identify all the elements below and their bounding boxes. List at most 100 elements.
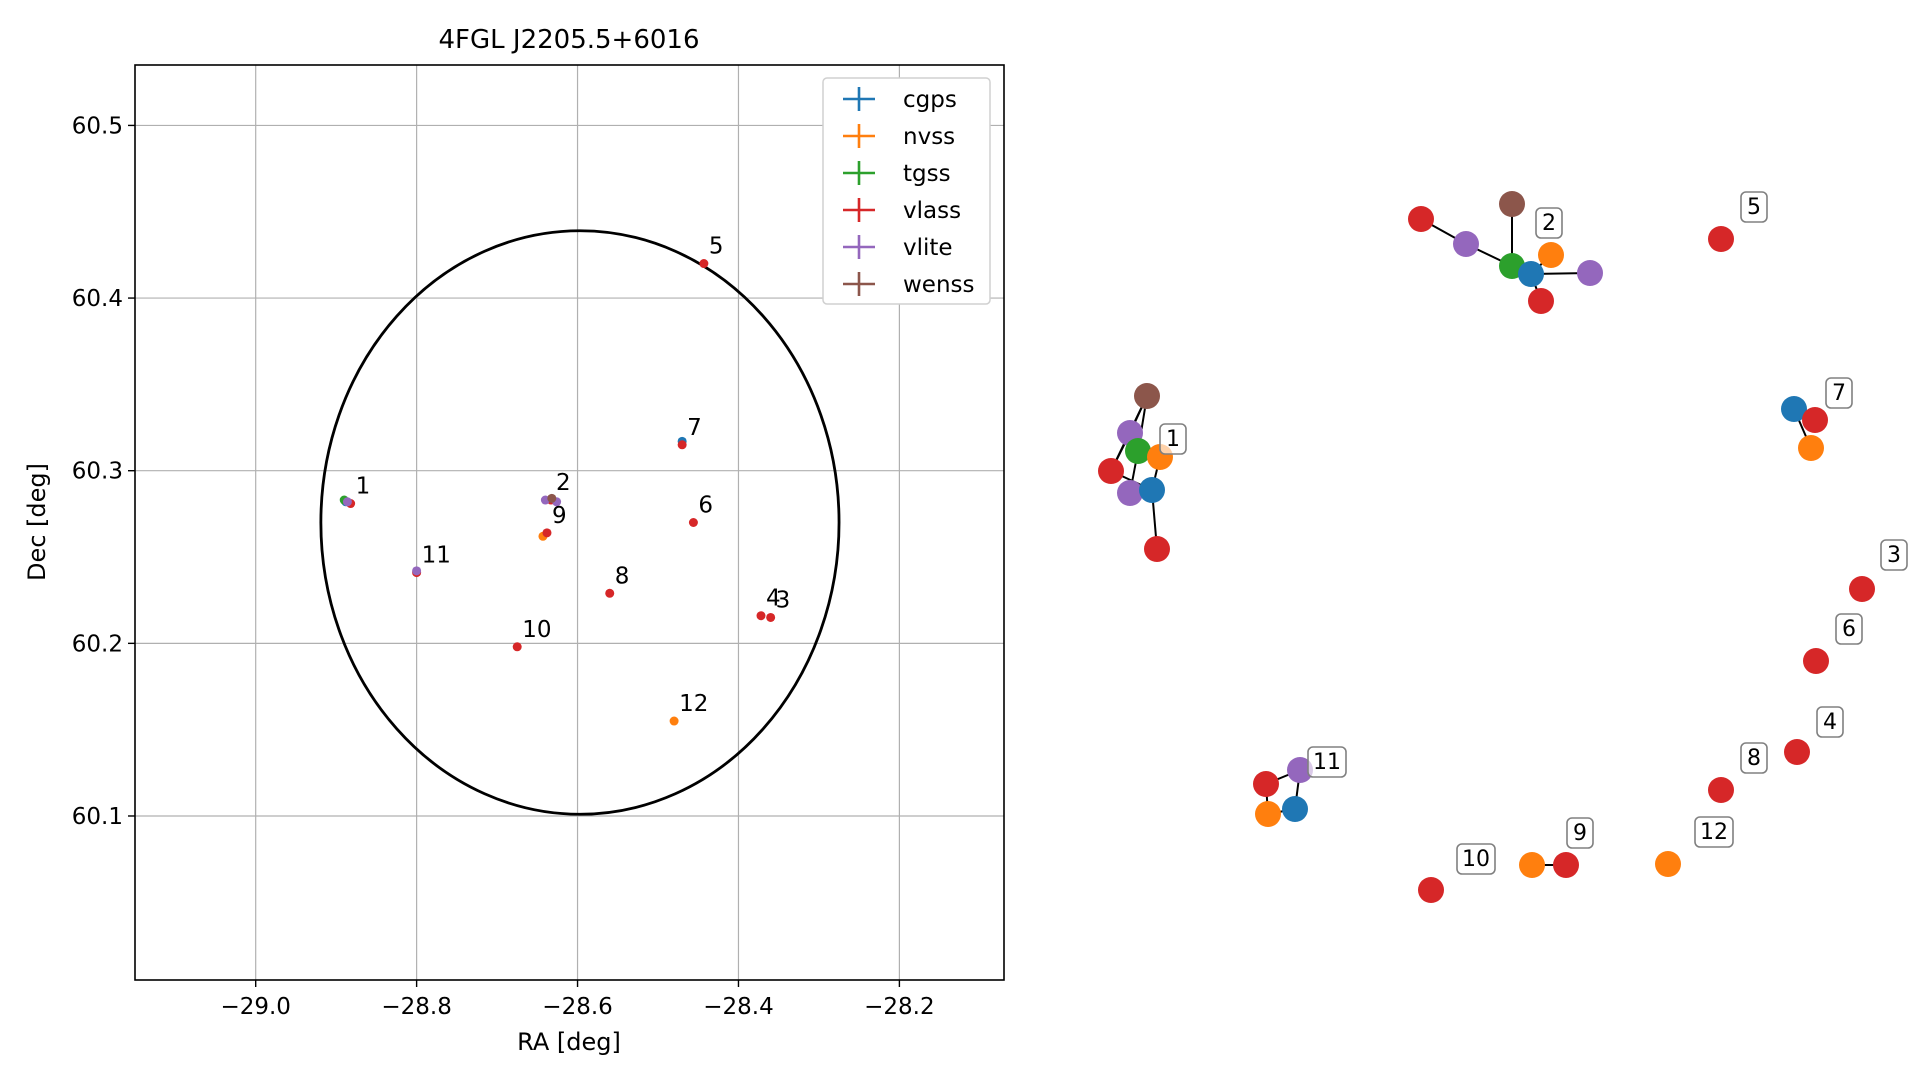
source-label: 8 (615, 563, 630, 589)
point-vlass (677, 440, 687, 450)
point-vlass (756, 611, 766, 621)
y-tick-label: 60.5 (72, 113, 123, 139)
source-label: 1 (356, 474, 371, 500)
node-cgps (1282, 796, 1308, 822)
source-label: 9 (552, 503, 567, 529)
node-label: 1 (1166, 427, 1180, 452)
node-cgps (1781, 396, 1807, 422)
y-axis-ticks: 60.1 60.2 60.3 60.4 60.5 (72, 113, 135, 830)
node-vlass (1553, 852, 1579, 878)
node-label: 4 (1823, 710, 1837, 735)
y-tick-label: 60.1 (72, 804, 123, 830)
y-tick-label: 60.2 (72, 631, 123, 657)
point-vlite (342, 497, 352, 507)
node-wenss (1499, 191, 1525, 217)
node-nvss (1519, 852, 1545, 878)
node-label: 8 (1747, 746, 1761, 771)
plot-frame (134, 64, 1005, 981)
x-axis-ticks: −29.0 −28.8 −28.6 −28.4 −28.2 (220, 980, 935, 1020)
node-label-box (1740, 191, 1768, 223)
node-label-box (1825, 377, 1853, 409)
node-label-box (1307, 746, 1347, 778)
source-label: 12 (679, 691, 708, 717)
node-label-box (1159, 423, 1187, 455)
point-vlass (542, 528, 552, 538)
legend-label: cgps (903, 87, 957, 113)
point-vlass (688, 518, 698, 527)
node-label-box (1816, 706, 1844, 738)
node-label: 2 (1542, 211, 1556, 236)
node-vlass (1802, 407, 1828, 433)
node-nvss (1538, 242, 1564, 268)
y-tick-label: 60.4 (72, 286, 123, 312)
node-vlass (1708, 226, 1734, 252)
x-tick-label: −29.0 (220, 994, 290, 1020)
node-vlass (1408, 206, 1434, 232)
legend-label: tgss (903, 161, 951, 187)
node-label: 12 (1700, 820, 1728, 845)
node-vlass (1708, 777, 1734, 803)
legend-label: wenss (903, 272, 975, 298)
x-tick-label: −28.2 (864, 994, 934, 1020)
chart-title: 4FGL J2205.5+6016 (439, 25, 700, 55)
x-tick-label: −28.4 (703, 994, 773, 1020)
node-label-box (1880, 539, 1908, 571)
point-wenss (547, 493, 557, 503)
node-cgps (1518, 261, 1544, 287)
source-label: 3 (776, 587, 791, 613)
node-vlass (1784, 739, 1810, 765)
node-vlass (1528, 288, 1554, 314)
source-label: 6 (698, 493, 713, 519)
node-vlite (1117, 480, 1143, 506)
node-label: 6 (1842, 617, 1856, 642)
node-label: 9 (1573, 821, 1587, 846)
source-label: 11 (422, 543, 451, 569)
node-label-box (1740, 742, 1768, 774)
node-nvss (1798, 435, 1824, 461)
node-label-box (1835, 613, 1863, 645)
node-vlass (1418, 877, 1444, 903)
node-vlass (1253, 771, 1279, 797)
node-nvss (1255, 801, 1281, 827)
node-label-box (1456, 843, 1496, 875)
y-tick-label: 60.3 (72, 459, 123, 485)
source-label: 4 (766, 586, 781, 612)
node-vlite (1287, 757, 1313, 783)
node-tgss (1125, 438, 1151, 464)
node-nvss (1655, 851, 1681, 877)
node-vlite (1577, 260, 1603, 286)
node-vlite (1453, 231, 1479, 257)
legend: cgps nvss tgss vlass vlite wenss (822, 77, 991, 305)
node-cgps (1139, 477, 1165, 503)
node-vlass (1849, 576, 1875, 602)
node-label-box (1566, 817, 1594, 849)
node-wenss (1134, 383, 1160, 409)
node-label: 5 (1747, 195, 1761, 220)
point-vlass (766, 612, 776, 622)
node-vlass (1144, 536, 1170, 562)
point-vlass (605, 588, 615, 598)
node-label-box (1535, 207, 1563, 239)
y-axis-label: Dec [deg] (23, 463, 51, 581)
node-label-box (1694, 816, 1734, 848)
source-label: 7 (687, 415, 702, 441)
point-vlass (512, 642, 522, 652)
source-label: 2 (556, 470, 571, 496)
legend-label: nvss (903, 124, 955, 150)
node-label: 7 (1832, 381, 1846, 406)
localization-ellipse (319, 229, 841, 816)
x-tick-label: −28.8 (381, 994, 451, 1020)
node-label: 10 (1462, 847, 1490, 872)
point-vlass (699, 259, 709, 269)
node-vlass (1098, 458, 1124, 484)
legend-label: vlass (903, 198, 961, 224)
source-label: 10 (522, 617, 551, 643)
node-vlass (1803, 648, 1829, 674)
point-vlite (412, 566, 422, 576)
data-points (339, 259, 776, 726)
